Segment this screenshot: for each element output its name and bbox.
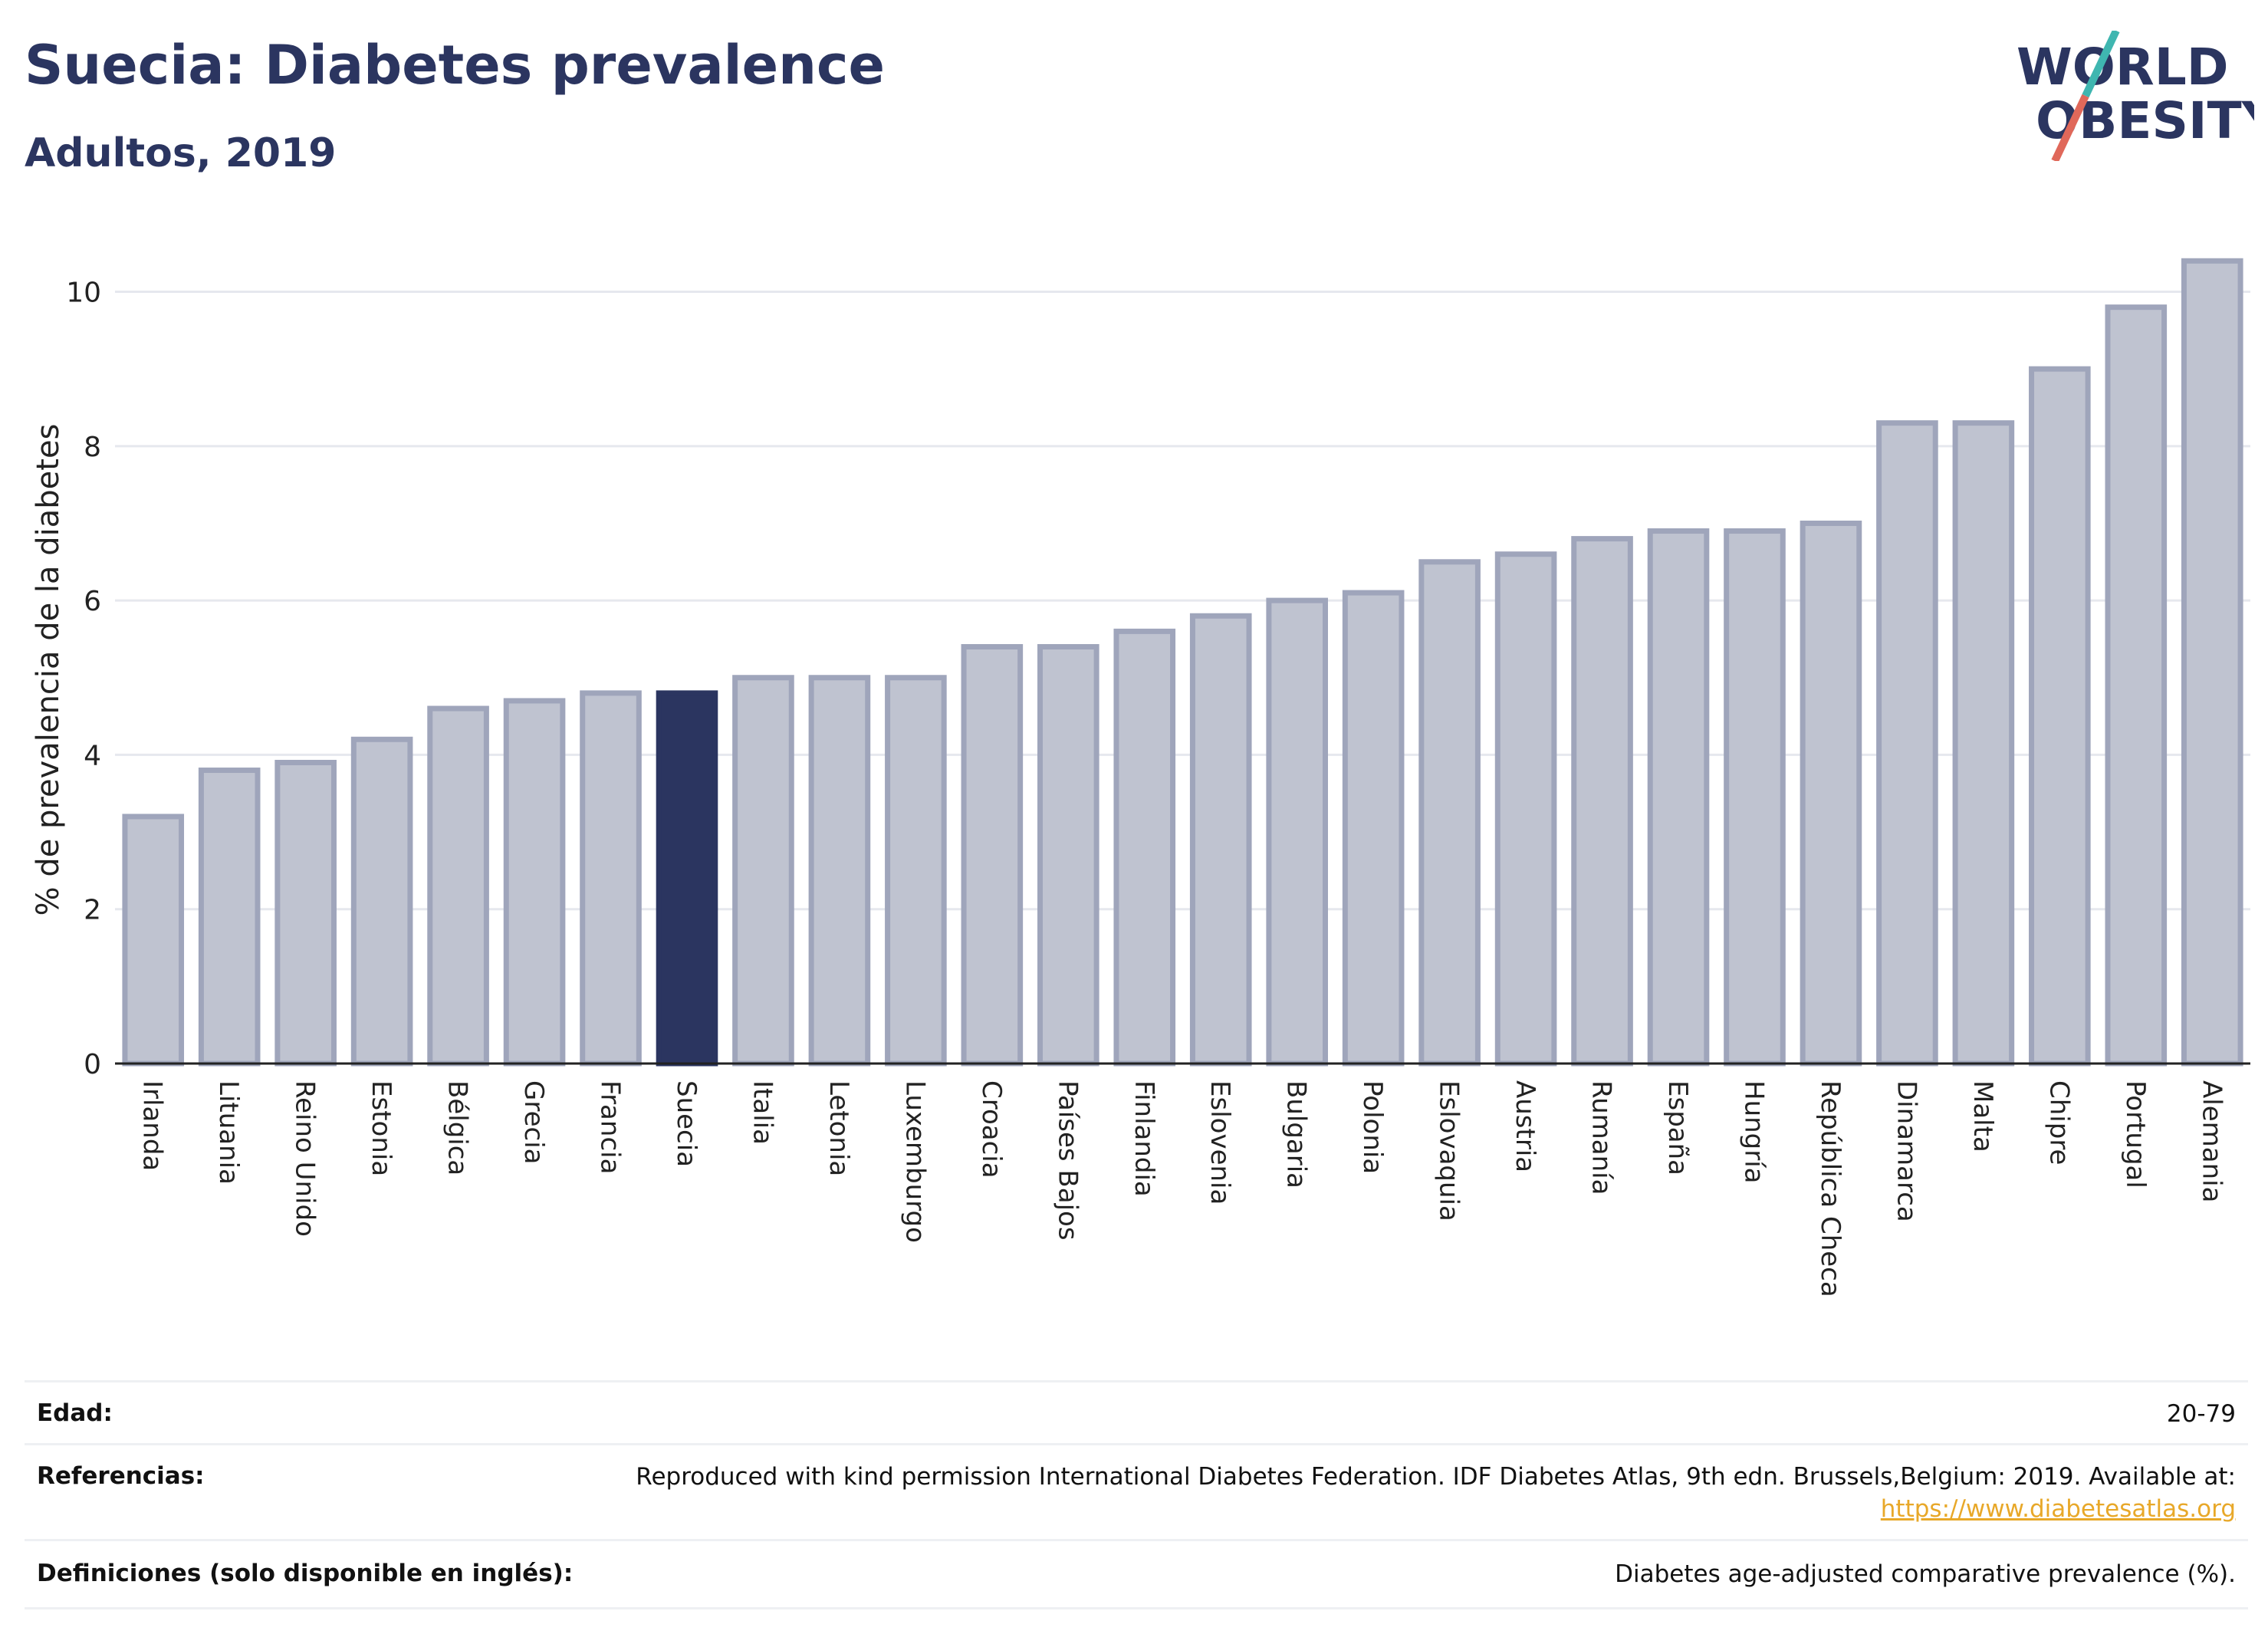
- bar-reino-unido: [274, 759, 337, 1067]
- x-tick-label: República Checa: [1815, 1080, 1846, 1297]
- bar-malta: [1952, 420, 2015, 1067]
- bar-estonia: [350, 736, 413, 1067]
- footer-row-definitions: Definiciones (solo disponible en inglés)…: [25, 1539, 2248, 1609]
- bar-luxemburgo: [885, 675, 947, 1067]
- x-tick-label: Finlandia: [1129, 1080, 1159, 1197]
- bar-francia: [580, 690, 642, 1067]
- logo-line1: WORLD: [2017, 38, 2229, 97]
- y-tick-label: 4: [84, 740, 101, 771]
- logo-slash-top: [2082, 31, 2120, 98]
- bar-países-bajos: [1037, 644, 1099, 1067]
- references-value: Reproduced with kind permission Internat…: [636, 1463, 2236, 1491]
- bar-república-checa: [1800, 520, 1862, 1067]
- y-tick-label: 0: [84, 1049, 101, 1080]
- bar-hungría: [1724, 528, 1786, 1067]
- x-tick-label: Bulgaria: [1281, 1080, 1312, 1189]
- x-tick-label: Suecia: [671, 1080, 702, 1167]
- bar-suecia: [656, 690, 718, 1067]
- y-axis-label: % de prevalencia de la diabetes: [31, 424, 66, 916]
- x-tick-label: Portugal: [2120, 1080, 2151, 1189]
- x-tick-label: Rumanía: [1586, 1080, 1617, 1195]
- x-tick-label: Letonia: [823, 1080, 854, 1176]
- age-value: 20-79: [2166, 1400, 2236, 1428]
- bar-croacia: [961, 644, 1024, 1067]
- bar-irlanda: [122, 814, 185, 1067]
- x-tick-labels: Irlanda Lituania Reino Unido Estonia Bélgica…: [137, 1080, 2227, 1297]
- x-tick-label: Italia: [747, 1080, 777, 1145]
- bar-eslovaquia: [1418, 559, 1481, 1067]
- x-tick-label: Chipre: [2043, 1080, 2074, 1165]
- references-label: Referencias:: [37, 1462, 205, 1490]
- bar-austria: [1494, 551, 1557, 1067]
- x-tick-label: Países Bajos: [1052, 1080, 1083, 1241]
- bar-eslovenia: [1189, 613, 1252, 1067]
- bar-rumanía: [1571, 536, 1633, 1067]
- bar-finlandia: [1113, 628, 1176, 1067]
- y-tick-labels: 0 2 4 6 8 10: [66, 278, 101, 1080]
- bar-grecia: [503, 698, 566, 1067]
- chart-title: Suecia: Diabetes prevalence: [25, 34, 885, 97]
- x-tick-label: Bélgica: [442, 1080, 473, 1175]
- x-tick-label: Eslovaquia: [1434, 1080, 1464, 1221]
- x-tick-label: España: [1662, 1080, 1693, 1175]
- x-tick-label: Eslovenia: [1205, 1080, 1235, 1205]
- footer-row-references: Referencias: Reproduced with kind permis…: [25, 1443, 2248, 1541]
- bar-letonia: [808, 675, 871, 1067]
- bars: [122, 258, 2243, 1067]
- footer-row-age: Edad: 20-79: [25, 1380, 2248, 1445]
- bar-polonia: [1342, 590, 1405, 1067]
- bar-españa: [1647, 528, 1710, 1067]
- x-tick-label: Alemania: [2196, 1080, 2227, 1202]
- x-tick-label: Polonia: [1357, 1080, 1388, 1174]
- definitions-label: Definiciones (solo disponible en inglés)…: [37, 1560, 574, 1587]
- bar-portugal: [2105, 304, 2168, 1067]
- y-tick-label: 8: [84, 432, 101, 463]
- bar-italia: [732, 675, 794, 1067]
- x-tick-label: Lituania: [213, 1080, 244, 1185]
- x-tick-label: Grecia: [518, 1080, 549, 1164]
- chart-subtitle: Adultos, 2019: [25, 130, 337, 176]
- bar-chipre: [2029, 366, 2091, 1067]
- x-tick-label: Estonia: [366, 1080, 396, 1176]
- bar-bélgica: [427, 705, 489, 1067]
- x-tick-label: Dinamarca: [1891, 1080, 1921, 1222]
- world-obesity-logo: WORLD OBESITY: [2017, 31, 2254, 161]
- bar-lituania: [198, 768, 261, 1067]
- bar-alemania: [2181, 258, 2243, 1067]
- x-tick-label: Reino Unido: [290, 1080, 320, 1237]
- y-tick-label: 2: [84, 895, 101, 926]
- y-tick-label: 10: [66, 278, 101, 309]
- x-tick-label: Croacia: [976, 1080, 1007, 1179]
- x-tick-label: Luxemburgo: [899, 1080, 930, 1243]
- x-tick-label: Malta: [1967, 1080, 1998, 1152]
- definitions-value: Diabetes age-adjusted comparative preval…: [1615, 1560, 2236, 1588]
- bar-dinamarca: [1876, 420, 1938, 1067]
- bar-bulgaria: [1266, 597, 1328, 1067]
- references-link[interactable]: https://www.diabetesatlas.org: [1880, 1495, 2236, 1523]
- references-value-container: Reproduced with kind permission Internat…: [636, 1461, 2236, 1525]
- age-label: Edad:: [37, 1399, 113, 1427]
- y-tick-label: 6: [84, 586, 101, 617]
- x-tick-label: Hungría: [1738, 1080, 1769, 1184]
- x-tick-label: Austria: [1510, 1080, 1540, 1172]
- x-tick-label: Irlanda: [137, 1080, 168, 1171]
- logo-slash-bottom: [2051, 94, 2089, 161]
- bar-chart: 0 2 4 6 8 10 Irlanda Lituania Reino Unido Estoni…: [31, 258, 2250, 1297]
- x-tick-label: Francia: [595, 1080, 626, 1174]
